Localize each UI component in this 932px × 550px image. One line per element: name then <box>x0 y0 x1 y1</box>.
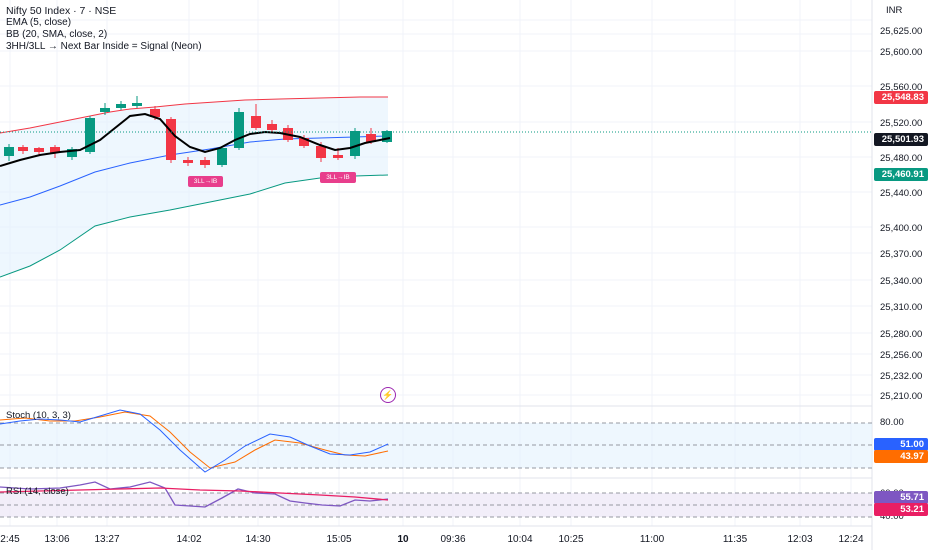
signal-indicator-legend[interactable]: 3HH/3LL → Next Bar Inside = Signal (Neon… <box>6 41 202 52</box>
candle-body <box>183 160 193 163</box>
candle-body <box>132 103 142 106</box>
stoch-label[interactable]: Stoch (10, 3, 3) <box>6 410 71 421</box>
stoch-tick: 80.00 <box>880 417 904 428</box>
rsi-line <box>0 481 389 508</box>
bb-legend[interactable]: BB (20, SMA, close, 2) <box>6 29 108 40</box>
candle-body <box>67 149 77 157</box>
stoch-k-badge: 51.00 <box>874 438 928 451</box>
stoch-k-line <box>0 409 389 473</box>
time-tick: 10:04 <box>507 534 533 545</box>
price-tick: 25,210.00 <box>880 391 923 402</box>
time-tick: 12:24 <box>838 534 864 545</box>
candle-body <box>316 146 326 158</box>
time-tick: 10 <box>397 534 409 545</box>
rsi-badge: 55.71 <box>874 491 928 504</box>
lightning-icon[interactable]: ⚡ <box>380 387 396 403</box>
rsi-label[interactable]: RSI (14, close) <box>6 486 69 497</box>
bollinger-basis-line <box>0 135 389 206</box>
time-tick: 10:25 <box>558 534 584 545</box>
signal-label[interactable]: 3LL→IB <box>188 176 223 187</box>
price-tick: 25,280.00 <box>880 329 923 340</box>
currency-label[interactable]: INR <box>886 5 903 16</box>
time-tick: 2:45 <box>0 534 20 545</box>
candle-body <box>299 138 309 146</box>
price-tick: 25,440.00 <box>880 188 923 199</box>
bollinger-upper-line <box>0 96 388 134</box>
ema-legend[interactable]: EMA (5, close) <box>6 17 72 28</box>
candle-body <box>34 148 44 152</box>
signal-label[interactable]: 3LL→IB <box>320 172 356 183</box>
time-tick: 12:03 <box>787 534 813 545</box>
time-tick: 09:36 <box>440 534 466 545</box>
price-tick: 25,600.00 <box>880 47 923 58</box>
candle-body <box>267 124 277 130</box>
rsi-ma-badge: 53.21 <box>874 503 928 516</box>
candle-body <box>200 160 210 165</box>
candle-body <box>382 131 392 142</box>
time-tick: 13:06 <box>44 534 70 545</box>
time-tick: 15:05 <box>326 534 352 545</box>
price-tick: 25,480.00 <box>880 153 923 164</box>
ema-line <box>0 112 391 167</box>
price-tick: 25,232.00 <box>880 371 923 382</box>
candle-body <box>251 116 261 128</box>
time-tick: 14:30 <box>245 534 271 545</box>
candle-body <box>100 108 110 112</box>
price-tick: 25,400.00 <box>880 223 923 234</box>
last-price-badge: 25,501.93 <box>874 133 928 146</box>
candle-body <box>217 148 227 165</box>
candle-body <box>366 134 376 142</box>
candle-body <box>166 119 176 160</box>
time-tick: 11:00 <box>639 534 665 545</box>
candle-body <box>350 131 360 156</box>
candle-body <box>116 104 126 108</box>
price-tick: 25,310.00 <box>880 302 923 313</box>
symbol-title[interactable]: Nifty 50 Index · 7 · NSE <box>6 5 117 17</box>
rsi-tick: 40.00 <box>880 511 904 522</box>
time-tick: 11:35 <box>722 534 748 545</box>
stoch-d-badge: 43.97 <box>874 450 928 463</box>
candle-body <box>50 147 60 153</box>
rsi-ma-line <box>0 487 389 501</box>
time-tick: 14:02 <box>176 534 202 545</box>
price-tick: 25,520.00 <box>880 118 923 129</box>
upper-band-badge: 25,548.83 <box>874 91 928 104</box>
candle-body <box>234 112 244 148</box>
candle-body <box>333 155 343 158</box>
price-tick: 25,256.00 <box>880 350 923 361</box>
time-tick: 13:27 <box>94 534 120 545</box>
lower-band-badge: 25,460.91 <box>874 168 928 181</box>
candle-body <box>4 147 14 156</box>
price-tick: 25,370.00 <box>880 249 923 260</box>
price-tick: 25,560.00 <box>880 82 923 93</box>
price-tick: 25,340.00 <box>880 276 923 287</box>
candle-body <box>85 118 95 152</box>
candle-body <box>150 109 160 117</box>
price-tick: 25,625.00 <box>880 26 923 37</box>
candle-body <box>18 147 28 151</box>
